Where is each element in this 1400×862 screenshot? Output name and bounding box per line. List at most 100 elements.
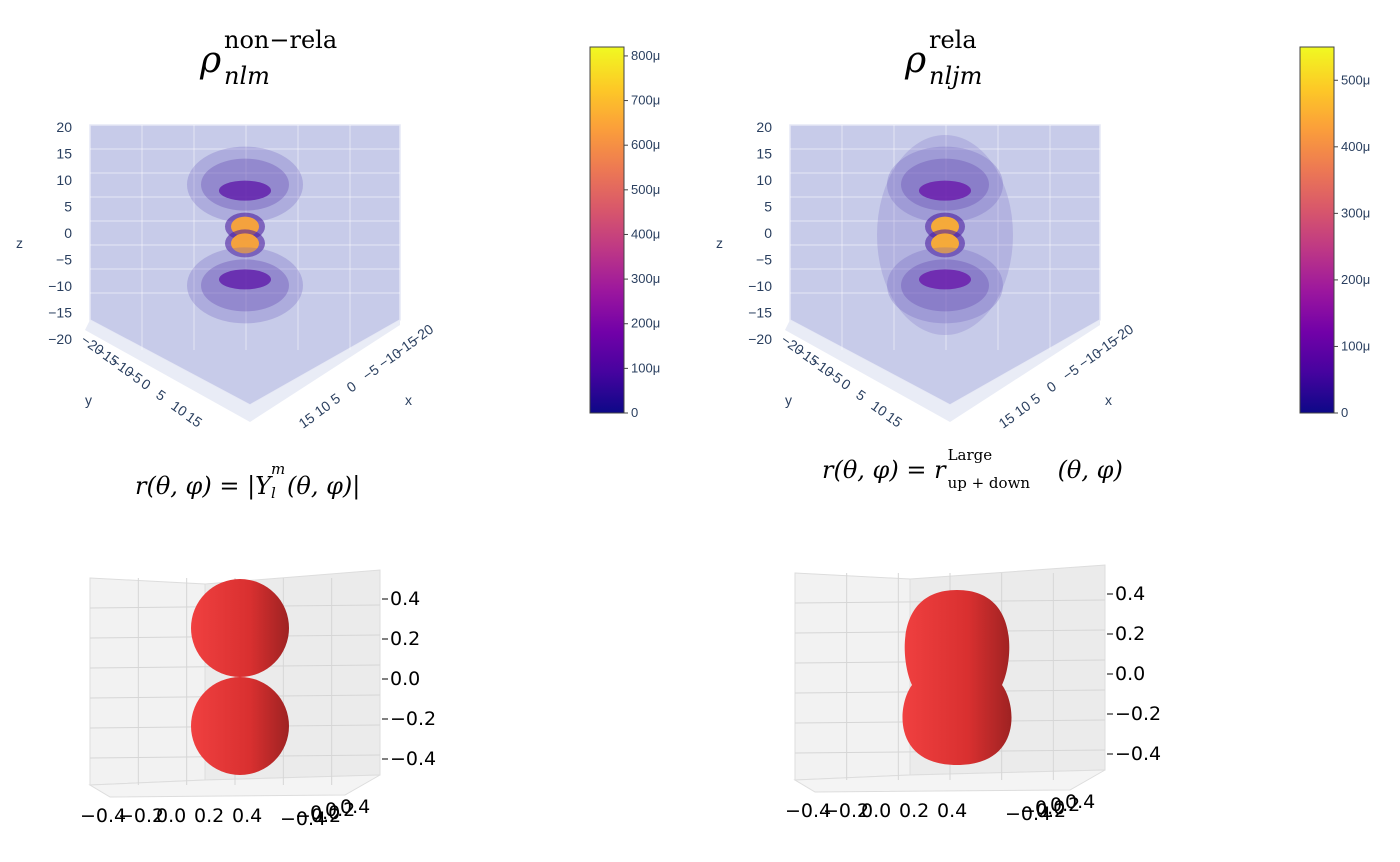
title-rela-sub: nljm — [929, 62, 983, 90]
y-tick-label: 0.4 — [340, 796, 370, 818]
z-tick-label: −0.4 — [390, 748, 436, 770]
y-tick-label: −5 — [123, 364, 145, 386]
core-lobe — [231, 233, 259, 254]
z-tick-label: −5 — [756, 252, 772, 268]
title-rela: ρ rela nljm — [905, 26, 1045, 100]
title-nonrela-sup: non−rela — [224, 26, 338, 54]
colorbar-tick-label: 300μ — [1341, 205, 1370, 220]
z-axis-label: z — [716, 235, 723, 251]
z-tick-label: 0.4 — [1115, 583, 1145, 605]
colorbar-tick-label: 200μ — [1341, 272, 1370, 287]
y-axis-label: y — [85, 392, 92, 408]
z-tick-label: 5 — [764, 199, 772, 215]
y-axis-label: y — [785, 392, 792, 408]
inner-lobe-core — [219, 180, 271, 201]
z-tick-label: −10 — [48, 278, 72, 294]
lower-lobe — [191, 677, 289, 775]
colorbar-tick-label: 400μ — [631, 226, 660, 241]
x-tick-label: 0 — [1044, 378, 1060, 396]
colorbar-tick-label: 200μ — [631, 316, 660, 331]
y-tick-label: 0.0 — [1035, 797, 1065, 819]
inner-lobe-core — [919, 269, 971, 290]
y-tick-label: 0.4 — [1065, 791, 1095, 813]
formula-rela: r(θ, φ) = r Large up + down (θ, φ) — [822, 446, 1123, 492]
floor-plane — [785, 320, 1100, 422]
y-tick-label: −5 — [823, 364, 845, 386]
x-tick-label: −0.2 — [823, 800, 869, 822]
y-tick-label: 0.2 — [1050, 794, 1080, 816]
y-tick-label: 5 — [853, 386, 869, 404]
x-tick-label: 10 — [1012, 397, 1034, 419]
z-tick-label: 10 — [756, 172, 772, 188]
x-tick-label: 0.0 — [861, 800, 891, 822]
x-tick-label: 0 — [344, 378, 360, 396]
z-tick-label: −20 — [48, 331, 72, 347]
z-tick-label: −15 — [48, 305, 72, 321]
z-tick-label: −0.4 — [1115, 743, 1161, 765]
y-tick-label: 5 — [153, 386, 169, 404]
y-tick-label: 15 — [883, 408, 905, 430]
z-tick-label: −10 — [748, 278, 772, 294]
colorbar-tick-label: 500μ — [1341, 72, 1370, 87]
floor-plane — [85, 320, 400, 422]
colorbar-tick-label: 0 — [631, 405, 638, 420]
x-tick-label: 5 — [328, 390, 344, 408]
x-tick-label: 0.0 — [156, 805, 186, 827]
title-nonrela-sub: nlm — [224, 62, 270, 90]
back-pane-left — [794, 572, 911, 781]
colorbar-tick-label: 100μ — [1341, 338, 1370, 353]
formula-nonrela-sup: m — [271, 460, 286, 478]
y-tick-label: −0.2 — [1020, 800, 1066, 822]
title-nonrela: ρ non−rela nlm — [200, 26, 380, 100]
y-tick-label: 0.2 — [325, 799, 355, 821]
merged-lobe-surface — [902, 590, 1012, 765]
z-tick-label: 20 — [756, 119, 772, 135]
z-tick-label: 0.0 — [390, 668, 420, 690]
z-tick-label: 0.2 — [390, 628, 420, 650]
x-tick-label: −5 — [1060, 361, 1082, 383]
z-tick-label: −15 — [748, 305, 772, 321]
floor-pane — [88, 774, 381, 798]
volume-plot-nonrela: 20151050−5−10−15−20z−20−15−10−5051015y−2… — [16, 119, 436, 431]
colorbar-tick-label: 700μ — [631, 93, 660, 108]
y-tick-label: −0.4 — [1005, 803, 1051, 825]
colorbar-tick-label: 500μ — [631, 182, 660, 197]
x-tick-label: 0.4 — [232, 805, 262, 827]
formula-nonrela-rhs: (θ, φ)| — [287, 472, 361, 500]
colorbar-rela: 500μ 400μ 300μ 200μ 100μ 0 — [1299, 46, 1370, 420]
colorbar-tick-label: 300μ — [631, 271, 660, 286]
colorbar-gradient — [1299, 46, 1335, 414]
z-tick-label: 10 — [56, 172, 72, 188]
formula-rela-rhs: (θ, φ) — [1057, 456, 1123, 484]
inner-lobe-core — [219, 269, 271, 290]
x-axis-label: x — [1105, 392, 1112, 408]
z-axis-label: z — [16, 235, 23, 251]
z-tick-label: −0.2 — [1115, 703, 1161, 725]
colorbar-gradient — [589, 46, 625, 414]
upper-lobe — [191, 579, 289, 677]
formula-rela-sub: up + down — [947, 474, 1031, 492]
x-tick-label: 0.2 — [194, 805, 224, 827]
z-tick-label: 5 — [64, 199, 72, 215]
x-axis-label: x — [405, 392, 412, 408]
formula-rela-lhs: r(θ, φ) = r — [822, 456, 946, 484]
z-tick-label: 0 — [64, 225, 72, 241]
x-tick-label: 5 — [1028, 390, 1044, 408]
surface-plot-nonrela: 0.40.20.0−0.2−0.4−0.4−0.20.0 0.2 0.4 −0.4−0… — [80, 569, 436, 830]
colorbar-nonrela: 800μ 700μ 600μ 500μ 400μ 300μ 200μ 100μ 0 — [589, 46, 660, 420]
z-tick-label: 0.4 — [390, 588, 420, 610]
x-tick-label: −0.4 — [80, 805, 126, 827]
z-tick-label: 0 — [764, 225, 772, 241]
z-tick-label: −20 — [748, 331, 772, 347]
formula-nonrela-sub: l — [271, 484, 276, 502]
colorbar-tick-label: 400μ — [1341, 139, 1370, 154]
back-pane-left — [89, 577, 206, 786]
colorbar-tick-label: 600μ — [631, 137, 660, 152]
formula-nonrela: r(θ, φ) = |Y m l (θ, φ)| — [135, 460, 361, 502]
x-tick-label: −0.2 — [118, 805, 164, 827]
z-tick-label: 15 — [56, 146, 72, 162]
floor-pane — [793, 769, 1106, 793]
z-tick-label: 15 — [756, 146, 772, 162]
x-tick-label: 0.2 — [899, 800, 929, 822]
formula-nonrela-lhs: r(θ, φ) = |Y — [135, 472, 272, 500]
